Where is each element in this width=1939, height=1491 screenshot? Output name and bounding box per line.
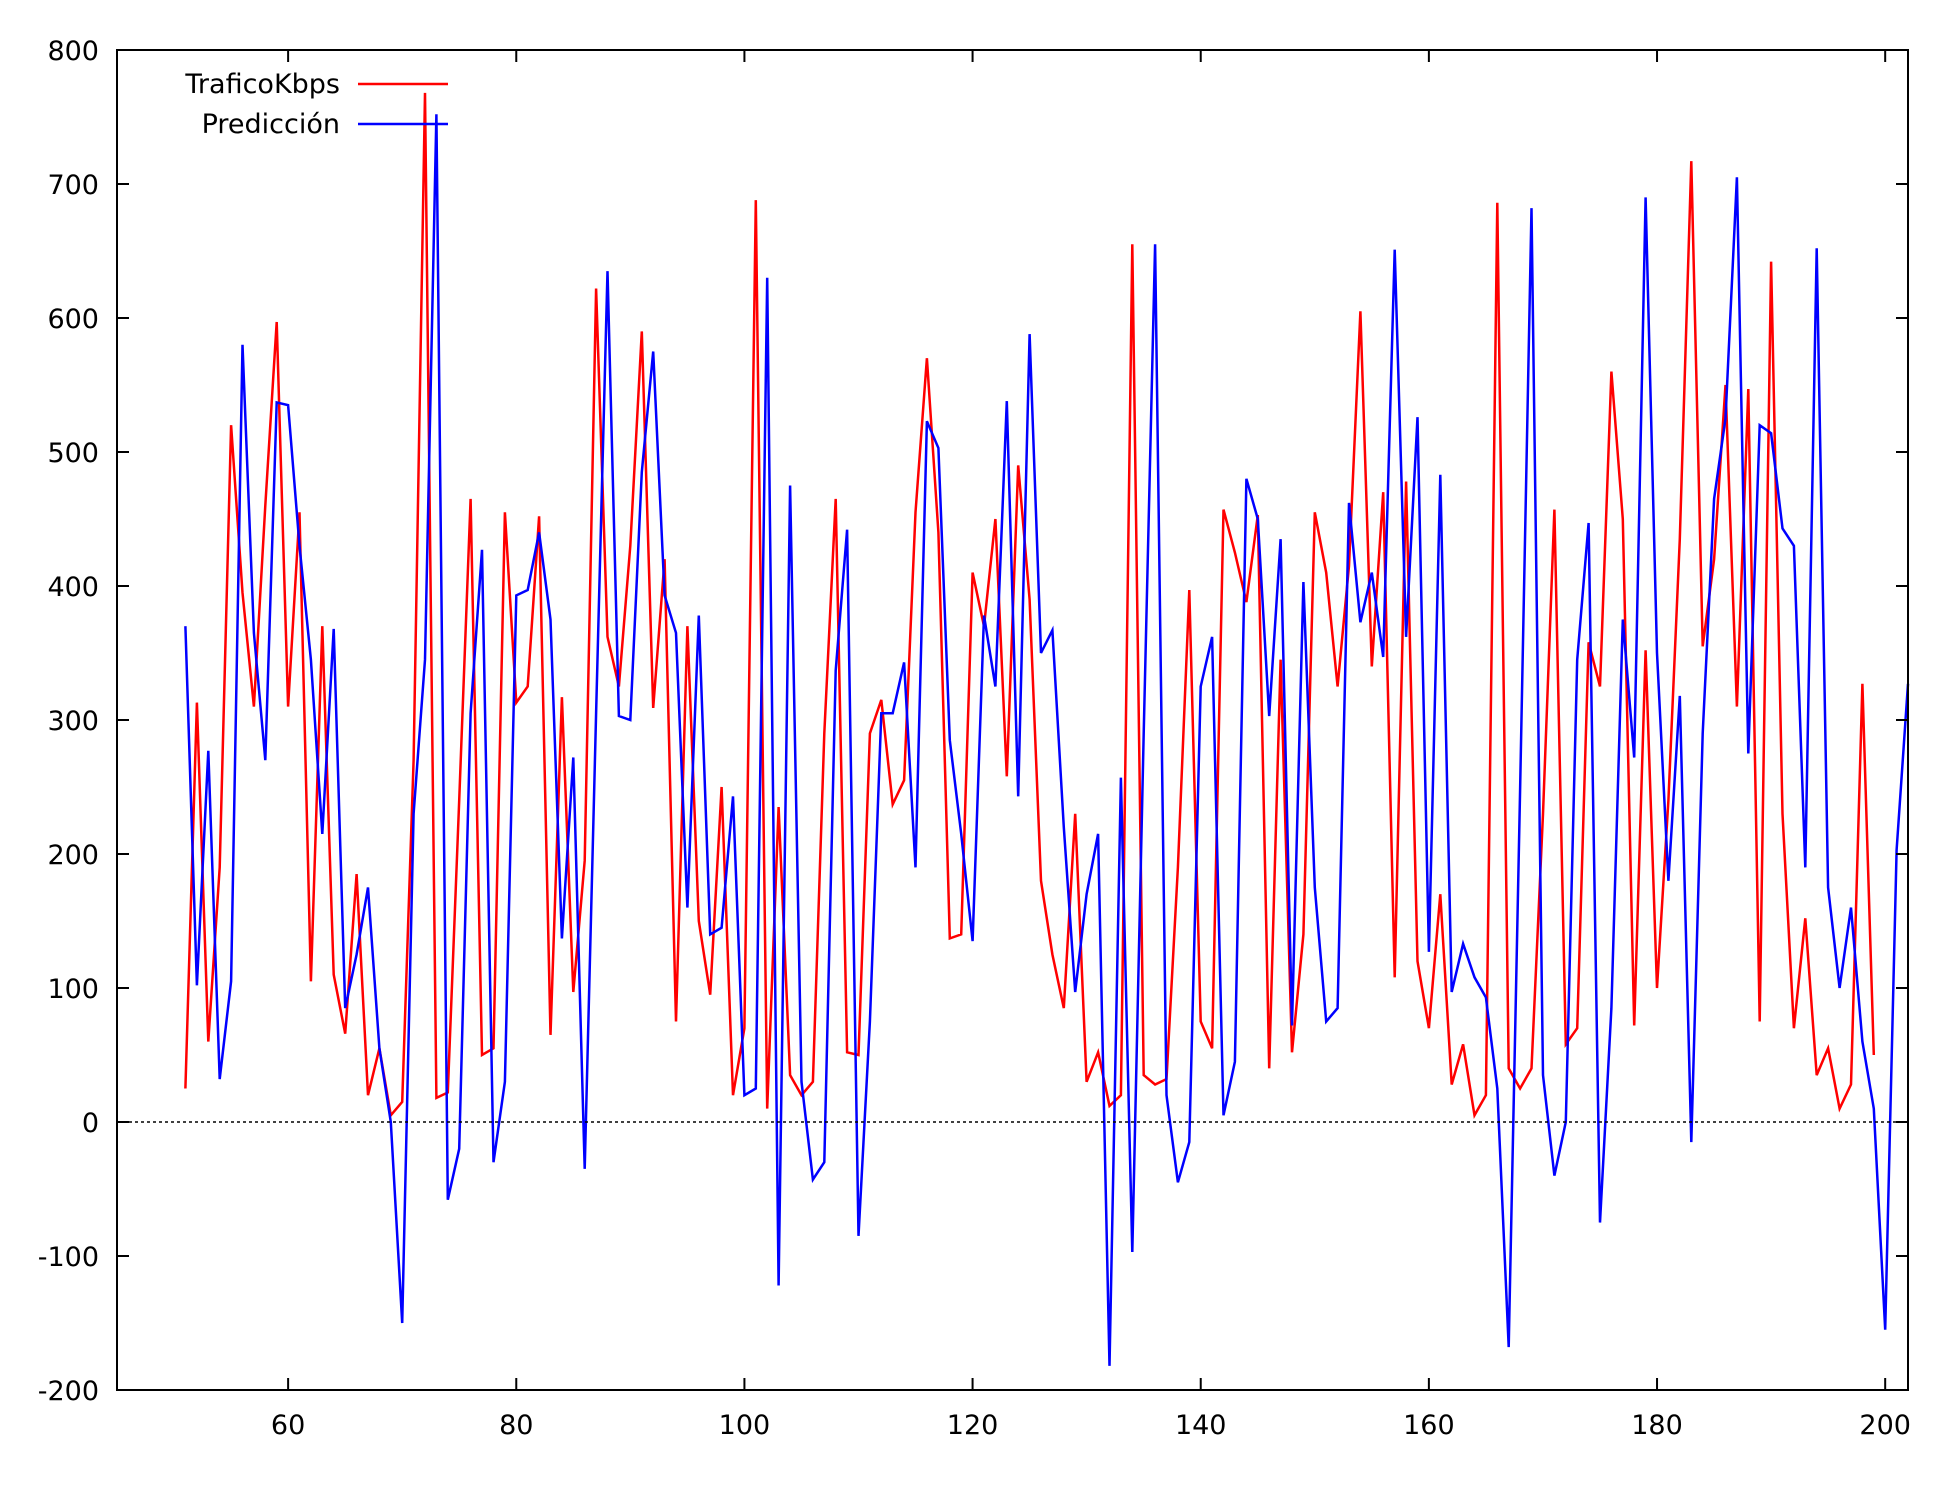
- x-tick-label: 160: [1403, 1410, 1455, 1441]
- y-tick-label: 500: [47, 438, 99, 469]
- y-tick-label: 400: [47, 572, 99, 603]
- x-tick-label: 100: [719, 1410, 771, 1441]
- axis-ticks: 60 80 100 120 140 160 180 200 -200 -100 0 100 200 300…: [38, 36, 1911, 1441]
- x-tick-label: 80: [499, 1410, 533, 1441]
- plot-lines: [184, 92, 1910, 1366]
- x-tick-label: 140: [1175, 1410, 1227, 1441]
- x-tick-label: 200: [1859, 1410, 1911, 1441]
- legend-label-traficokbps: TraficoKbps: [184, 69, 340, 100]
- y-tick-label: 100: [47, 974, 99, 1005]
- x-tick-label: 180: [1631, 1410, 1683, 1441]
- y-tick-label: -200: [38, 1376, 99, 1407]
- y-tick-label: 300: [47, 706, 99, 737]
- y-tick-label: 800: [47, 36, 99, 67]
- series-line-prediccion: [184, 114, 1910, 1366]
- legend: TraficoKbps Predicción: [184, 69, 448, 140]
- series-line-traficokbps: [184, 92, 1876, 1120]
- x-tick-label: 60: [271, 1410, 305, 1441]
- plot-frame: [116, 49, 1909, 1391]
- y-tick-label: 200: [47, 840, 99, 871]
- legend-label-prediccion: Predicción: [202, 109, 340, 140]
- y-tick-label: 700: [47, 170, 99, 201]
- x-tick-label: 120: [947, 1410, 999, 1441]
- y-tick-label: -100: [38, 1242, 99, 1273]
- y-tick-label: 0: [82, 1108, 99, 1139]
- y-tick-label: 600: [47, 304, 99, 335]
